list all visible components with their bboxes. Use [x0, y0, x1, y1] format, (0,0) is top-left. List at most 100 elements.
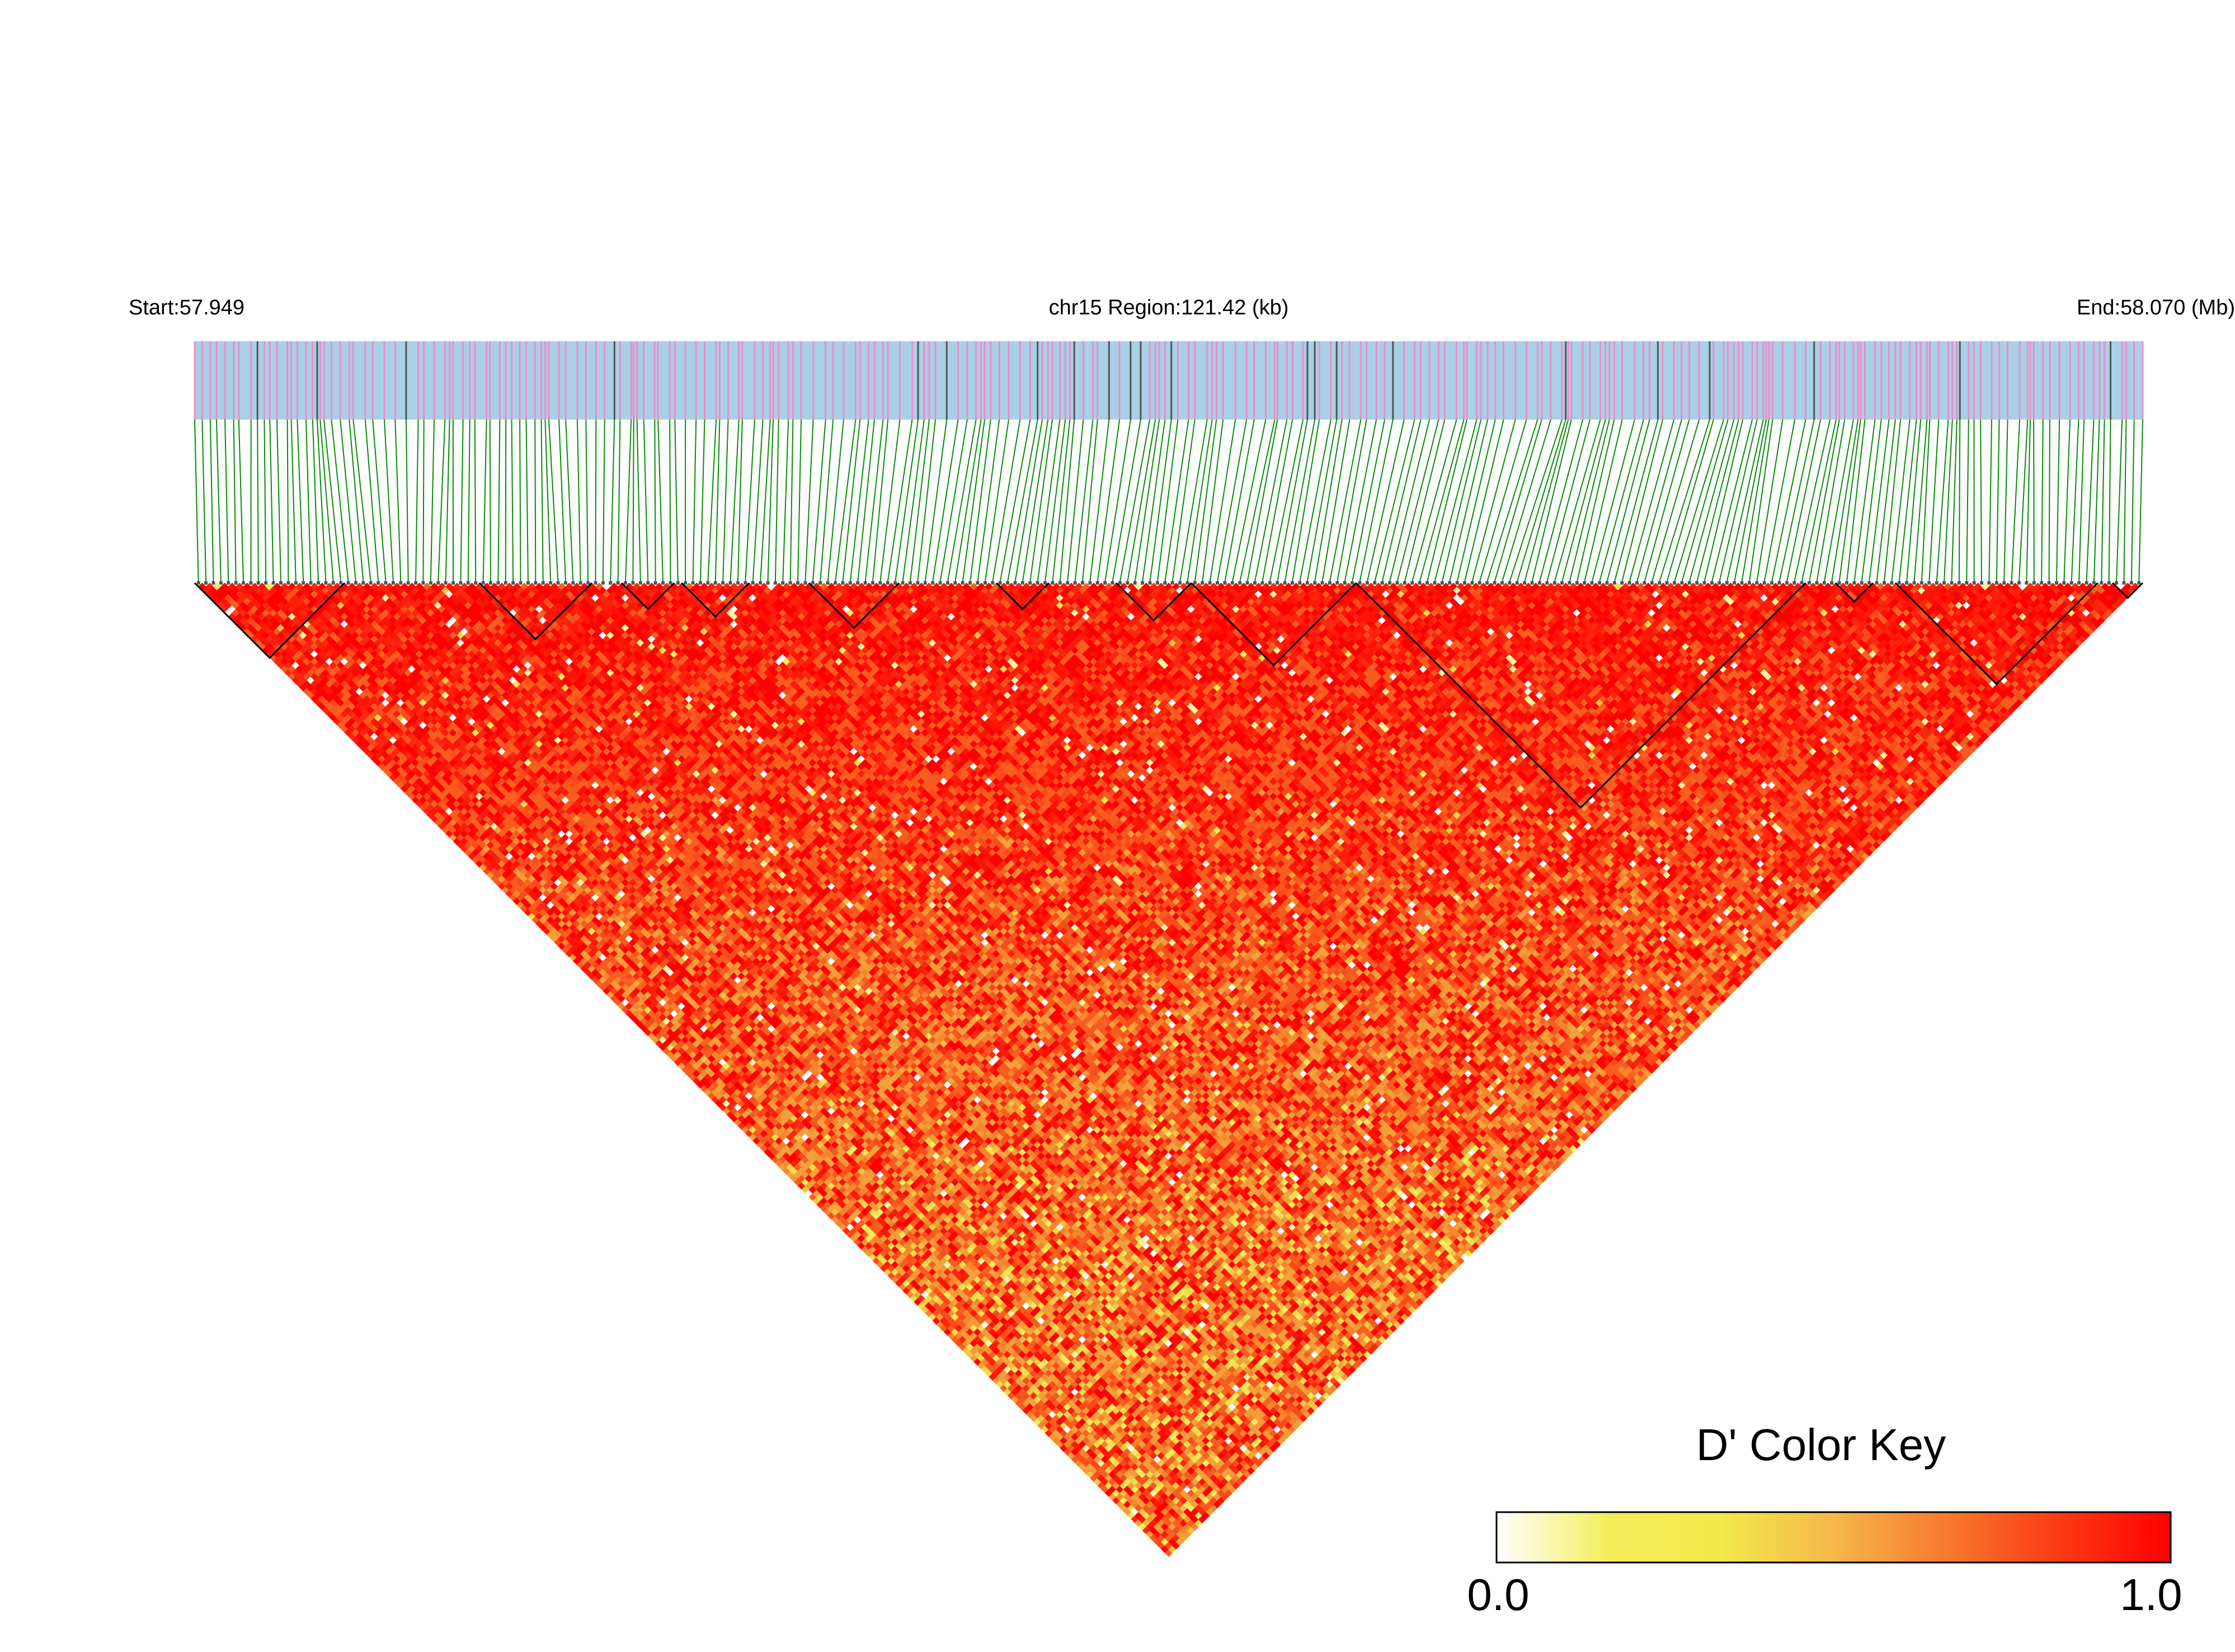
marker-dot [1320, 581, 1324, 585]
marker-dot [931, 581, 935, 585]
snp-connector [238, 419, 244, 582]
marker-dot [571, 581, 575, 585]
marker-dot [1305, 581, 1309, 585]
ld-cell [947, 1331, 956, 1340]
marker-dot [1313, 581, 1317, 585]
ld-cell [782, 1167, 791, 1175]
snp-connector [544, 419, 552, 582]
ld-cell [988, 1373, 997, 1381]
ld-cell [906, 1290, 915, 1299]
snp-connector [1396, 419, 1439, 582]
snp-connector [1119, 419, 1151, 582]
snp-connector [2003, 419, 2008, 582]
snp-connector [1231, 419, 1267, 582]
marker-dot [916, 581, 920, 585]
marker-dot [1912, 581, 1916, 585]
ld-cell [876, 1260, 884, 1269]
snp-connector [1861, 419, 1882, 582]
marker-dot [1170, 581, 1174, 585]
snp-connector [482, 419, 487, 582]
marker-dot [2047, 581, 2051, 585]
marker-dot [878, 581, 882, 585]
marker-dot [1133, 581, 1137, 585]
marker-dot [1740, 581, 1744, 585]
snp-connector [1524, 419, 1569, 582]
ld-cell [1078, 1462, 1087, 1471]
marker-dot [1627, 581, 1631, 585]
snp-connector [1052, 419, 1071, 582]
snp-connector [1501, 419, 1551, 582]
marker-dot [1036, 581, 1039, 585]
marker-dot [1020, 581, 1024, 585]
snp-connector [1838, 419, 1861, 582]
snp-connector [1441, 419, 1482, 582]
ld-cell [914, 1290, 922, 1299]
marker-dot [429, 581, 432, 585]
marker-dot [2002, 581, 2006, 585]
snp-connector [340, 419, 356, 582]
snp-connector [1980, 419, 1983, 582]
snp-connector [1037, 419, 1061, 582]
marker-dot [1238, 581, 1242, 585]
ld-cell [550, 927, 559, 936]
snp-connector [430, 419, 435, 582]
ld-cell [1052, 1437, 1061, 1445]
ld-cell [775, 1152, 783, 1160]
ld-triangle [198, 583, 2139, 1557]
marker-dot [2054, 581, 2058, 585]
snp-connector [558, 419, 566, 582]
ld-cell [771, 1155, 780, 1164]
ld-cell [1119, 1504, 1128, 1513]
ld-cell [239, 616, 248, 625]
snp-connector [1576, 419, 1615, 582]
snp-connector [1254, 419, 1288, 582]
marker-dot [983, 581, 987, 585]
marker-dot [938, 581, 942, 585]
snp-connector [707, 419, 717, 582]
marker-dot [2115, 581, 2119, 585]
snp-connector [2071, 419, 2079, 582]
snp-connector [383, 419, 394, 582]
ld-cell [1161, 1545, 1169, 1554]
region-center-label: chr15 Region:121.42 (kb) [1049, 296, 1289, 319]
marker-dot [421, 581, 425, 585]
ld-cell [902, 1287, 911, 1295]
marker-dot [1201, 581, 1204, 585]
marker-dot [204, 581, 208, 585]
snp-connector [879, 419, 901, 582]
marker-dot [1073, 581, 1077, 585]
marker-dot [624, 581, 628, 585]
marker-dot [713, 581, 717, 585]
snp-connector [1651, 419, 1700, 582]
marker-dot [2100, 581, 2104, 585]
snp-connector [610, 419, 615, 582]
marker-dot [1298, 581, 1302, 585]
snp-connector [2048, 419, 2050, 582]
marker-dot [414, 581, 418, 585]
snp-connector [1434, 419, 1478, 582]
marker-dot [2025, 581, 2029, 585]
marker-dot [1328, 581, 1331, 585]
snp-connector [1906, 419, 1922, 582]
ld-cell [1025, 1410, 1034, 1419]
marker-dot [841, 581, 845, 585]
snp-connector [460, 419, 464, 582]
marker-dot [1080, 581, 1084, 585]
snp-connector [674, 419, 679, 582]
snp-connector [782, 419, 789, 582]
snp-connector [797, 419, 802, 582]
marker-dot [856, 581, 860, 585]
ld-cell [497, 874, 506, 883]
marker-dot [1620, 581, 1624, 585]
marker-dot [1965, 581, 1969, 585]
marker-dot [1672, 581, 1676, 585]
marker-dot [1755, 581, 1759, 585]
marker-dot [2092, 581, 2096, 585]
marker-dot [803, 581, 807, 585]
snp-connector [767, 419, 774, 582]
marker-dot [271, 581, 275, 585]
marker-dot [1552, 581, 1556, 585]
snp-connector [1659, 419, 1711, 582]
snp-connector [1846, 419, 1866, 582]
marker-dot [1994, 581, 1998, 585]
